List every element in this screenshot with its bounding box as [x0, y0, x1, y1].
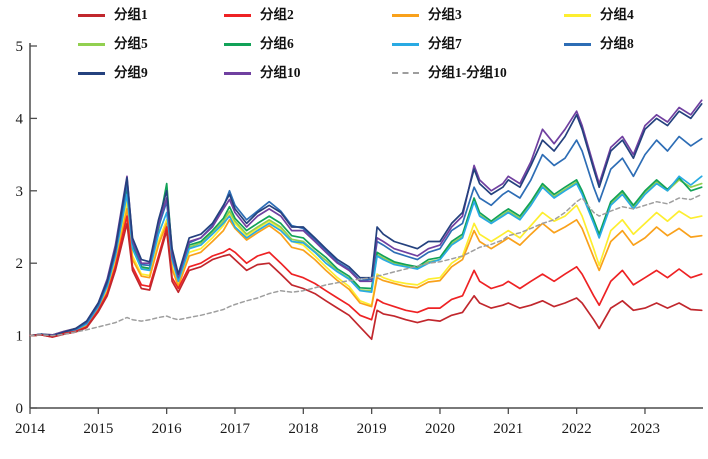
legend-swatch-group1	[78, 13, 105, 17]
legend-item-group10: 分组10	[224, 64, 301, 82]
legend-item-group3: 分组3	[392, 6, 462, 24]
x-tick-label: 2023	[630, 421, 660, 437]
legend-item-group8: 分组8	[564, 35, 634, 53]
legend-label-group1: 分组1	[114, 7, 148, 22]
legend-swatch-group7	[392, 42, 419, 46]
x-tick-label: 2022	[562, 421, 592, 437]
series-line-group1	[29, 222, 703, 341]
x-tick-label: 2021	[493, 421, 523, 437]
series-line-group7	[29, 175, 703, 338]
series-line-group2	[29, 215, 703, 338]
y-tick-label: 0	[16, 401, 24, 417]
legend-item-group1: 分组1	[78, 6, 148, 24]
legend-swatch-group9	[78, 71, 105, 75]
legend-swatch-group4	[564, 13, 591, 17]
x-tick-label: 2018	[288, 421, 318, 437]
series-line-group6	[29, 176, 703, 337]
legend-swatch-group1-10	[392, 72, 419, 74]
legend-item-group4: 分组4	[564, 6, 634, 24]
legend-label-group3: 分组3	[428, 7, 462, 22]
legend-swatch-group8	[564, 42, 591, 46]
legend-swatch-group10	[224, 71, 251, 75]
y-tick-label: 2	[16, 256, 24, 272]
y-tick-label: 5	[16, 39, 24, 55]
legend-item-group7: 分组7	[392, 35, 462, 53]
x-tick-label: 2016	[152, 421, 183, 437]
series-line-group3	[29, 208, 703, 338]
legend-label-group7: 分组7	[428, 36, 462, 51]
x-tick-label: 2020	[425, 421, 455, 437]
y-tick-label: 3	[16, 184, 24, 200]
legend-item-group9: 分组9	[78, 64, 148, 82]
legend-label-group9: 分组9	[114, 65, 148, 80]
x-tick-label: 2019	[357, 421, 387, 437]
legend-label-group1-10: 分组1-分组10	[428, 65, 507, 80]
legend-swatch-group6	[224, 42, 251, 46]
legend-swatch-group3	[392, 13, 419, 17]
legend-swatch-group2	[224, 13, 251, 17]
y-tick-label: 4	[16, 111, 24, 127]
series-line-group9	[29, 103, 703, 337]
legend-label-group10: 分组10	[260, 65, 301, 80]
x-tick-label: 2015	[83, 421, 113, 437]
legend-label-group2: 分组2	[260, 7, 294, 22]
legend-item-group6: 分组6	[224, 35, 294, 53]
legend-label-group4: 分组4	[600, 7, 634, 22]
legend-item-group5: 分组5	[78, 35, 148, 53]
legend-item-group1-10: 分组1-分组10	[392, 64, 507, 82]
legend-label-group5: 分组5	[114, 36, 148, 51]
legend-item-group2: 分组2	[224, 6, 294, 24]
legend-label-group8: 分组8	[600, 36, 634, 51]
y-tick-label: 1	[16, 329, 24, 345]
x-tick-label: 2014	[15, 421, 46, 437]
chart-legend: 分组1 分组2 分组3 分组4 分组5 分组6 分组7 分组8 分组9 分组10 分组1-分组10	[0, 0, 708, 96]
legend-label-group6: 分组6	[260, 36, 294, 51]
series-line-group4	[29, 200, 703, 338]
series-line-group1-10	[29, 193, 703, 337]
legend-swatch-group5	[78, 42, 105, 46]
x-tick-label: 2017	[220, 421, 251, 437]
series-line-group10	[29, 99, 703, 337]
